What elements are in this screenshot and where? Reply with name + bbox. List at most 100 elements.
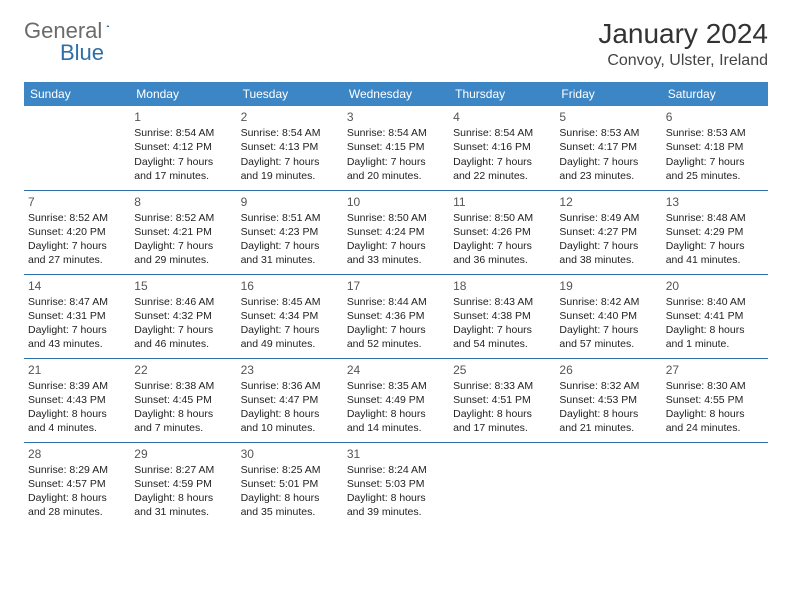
sunrise-line: Sunrise: 8:42 AM (559, 295, 657, 309)
daylight-line: Daylight: 8 hours and 35 minutes. (241, 491, 339, 519)
sunrise-line: Sunrise: 8:49 AM (559, 211, 657, 225)
day-number: 5 (559, 109, 657, 125)
sunrise-line: Sunrise: 8:50 AM (347, 211, 445, 225)
calendar-day-cell: 11Sunrise: 8:50 AMSunset: 4:26 PMDayligh… (449, 190, 555, 274)
sunset-line: Sunset: 5:03 PM (347, 477, 445, 491)
day-number: 26 (559, 362, 657, 378)
sunset-line: Sunset: 4:18 PM (666, 140, 764, 154)
location-text: Convoy, Ulster, Ireland (598, 52, 768, 70)
logo: General Blue (24, 18, 130, 44)
day-number: 16 (241, 278, 339, 294)
sunset-line: Sunset: 4:17 PM (559, 140, 657, 154)
calendar-week-row: 1Sunrise: 8:54 AMSunset: 4:12 PMDaylight… (24, 106, 768, 190)
sunset-line: Sunset: 4:45 PM (134, 393, 232, 407)
day-number: 2 (241, 109, 339, 125)
sunset-line: Sunset: 4:21 PM (134, 225, 232, 239)
sunrise-line: Sunrise: 8:54 AM (347, 126, 445, 140)
calendar-day-cell (24, 106, 130, 190)
day-number: 23 (241, 362, 339, 378)
sunset-line: Sunset: 4:40 PM (559, 309, 657, 323)
calendar-day-cell: 27Sunrise: 8:30 AMSunset: 4:55 PMDayligh… (662, 358, 768, 442)
sunrise-line: Sunrise: 8:27 AM (134, 463, 232, 477)
day-number: 27 (666, 362, 764, 378)
calendar-day-cell: 18Sunrise: 8:43 AMSunset: 4:38 PMDayligh… (449, 274, 555, 358)
day-number: 18 (453, 278, 551, 294)
sunrise-line: Sunrise: 8:54 AM (241, 126, 339, 140)
daylight-line: Daylight: 7 hours and 19 minutes. (241, 155, 339, 183)
calendar-day-cell: 3Sunrise: 8:54 AMSunset: 4:15 PMDaylight… (343, 106, 449, 190)
sunset-line: Sunset: 4:53 PM (559, 393, 657, 407)
sunrise-line: Sunrise: 8:44 AM (347, 295, 445, 309)
day-number: 10 (347, 194, 445, 210)
calendar-day-cell: 14Sunrise: 8:47 AMSunset: 4:31 PMDayligh… (24, 274, 130, 358)
day-number: 11 (453, 194, 551, 210)
calendar-week-row: 21Sunrise: 8:39 AMSunset: 4:43 PMDayligh… (24, 358, 768, 442)
calendar-day-cell: 16Sunrise: 8:45 AMSunset: 4:34 PMDayligh… (237, 274, 343, 358)
calendar-day-cell: 25Sunrise: 8:33 AMSunset: 4:51 PMDayligh… (449, 358, 555, 442)
sunrise-line: Sunrise: 8:24 AM (347, 463, 445, 477)
calendar-day-cell: 5Sunrise: 8:53 AMSunset: 4:17 PMDaylight… (555, 106, 661, 190)
sunset-line: Sunset: 4:24 PM (347, 225, 445, 239)
calendar-day-cell: 7Sunrise: 8:52 AMSunset: 4:20 PMDaylight… (24, 190, 130, 274)
daylight-line: Daylight: 8 hours and 21 minutes. (559, 407, 657, 435)
daylight-line: Daylight: 7 hours and 52 minutes. (347, 323, 445, 351)
daylight-line: Daylight: 8 hours and 1 minute. (666, 323, 764, 351)
daylight-line: Daylight: 7 hours and 43 minutes. (28, 323, 126, 351)
daylight-line: Daylight: 8 hours and 7 minutes. (134, 407, 232, 435)
sunrise-line: Sunrise: 8:32 AM (559, 379, 657, 393)
day-number: 12 (559, 194, 657, 210)
sunset-line: Sunset: 4:29 PM (666, 225, 764, 239)
daylight-line: Daylight: 8 hours and 17 minutes. (453, 407, 551, 435)
day-number: 9 (241, 194, 339, 210)
weekday-header: Monday (130, 82, 236, 106)
calendar-day-cell: 28Sunrise: 8:29 AMSunset: 4:57 PMDayligh… (24, 442, 130, 526)
day-number: 15 (134, 278, 232, 294)
sunrise-line: Sunrise: 8:52 AM (134, 211, 232, 225)
sunrise-line: Sunrise: 8:52 AM (28, 211, 126, 225)
weekday-header-row: Sunday Monday Tuesday Wednesday Thursday… (24, 82, 768, 106)
sunrise-line: Sunrise: 8:36 AM (241, 379, 339, 393)
daylight-line: Daylight: 7 hours and 33 minutes. (347, 239, 445, 267)
logo-sail-icon (106, 18, 110, 34)
daylight-line: Daylight: 7 hours and 41 minutes. (666, 239, 764, 267)
daylight-line: Daylight: 7 hours and 22 minutes. (453, 155, 551, 183)
weekday-header: Sunday (24, 82, 130, 106)
daylight-line: Daylight: 7 hours and 46 minutes. (134, 323, 232, 351)
sunrise-line: Sunrise: 8:35 AM (347, 379, 445, 393)
daylight-line: Daylight: 8 hours and 31 minutes. (134, 491, 232, 519)
weekday-header: Thursday (449, 82, 555, 106)
calendar-body: 1Sunrise: 8:54 AMSunset: 4:12 PMDaylight… (24, 106, 768, 526)
calendar-table: Sunday Monday Tuesday Wednesday Thursday… (24, 82, 768, 526)
calendar-day-cell: 30Sunrise: 8:25 AMSunset: 5:01 PMDayligh… (237, 442, 343, 526)
header: General Blue January 2024 Convoy, Ulster… (24, 18, 768, 70)
sunrise-line: Sunrise: 8:50 AM (453, 211, 551, 225)
weekday-header: Friday (555, 82, 661, 106)
sunset-line: Sunset: 4:38 PM (453, 309, 551, 323)
daylight-line: Daylight: 7 hours and 23 minutes. (559, 155, 657, 183)
sunset-line: Sunset: 4:15 PM (347, 140, 445, 154)
daylight-line: Daylight: 7 hours and 38 minutes. (559, 239, 657, 267)
day-number: 13 (666, 194, 764, 210)
sunrise-line: Sunrise: 8:53 AM (559, 126, 657, 140)
day-number: 14 (28, 278, 126, 294)
sunrise-line: Sunrise: 8:48 AM (666, 211, 764, 225)
daylight-line: Daylight: 8 hours and 4 minutes. (28, 407, 126, 435)
day-number: 6 (666, 109, 764, 125)
calendar-week-row: 28Sunrise: 8:29 AMSunset: 4:57 PMDayligh… (24, 442, 768, 526)
calendar-day-cell: 12Sunrise: 8:49 AMSunset: 4:27 PMDayligh… (555, 190, 661, 274)
sunset-line: Sunset: 4:13 PM (241, 140, 339, 154)
title-block: January 2024 Convoy, Ulster, Ireland (598, 18, 768, 70)
day-number: 4 (453, 109, 551, 125)
page-title: January 2024 (598, 18, 768, 50)
day-number: 17 (347, 278, 445, 294)
calendar-day-cell: 17Sunrise: 8:44 AMSunset: 4:36 PMDayligh… (343, 274, 449, 358)
day-number: 21 (28, 362, 126, 378)
calendar-day-cell (662, 442, 768, 526)
daylight-line: Daylight: 8 hours and 39 minutes. (347, 491, 445, 519)
sunset-line: Sunset: 4:36 PM (347, 309, 445, 323)
logo-text-blue: Blue (60, 40, 104, 66)
daylight-line: Daylight: 7 hours and 36 minutes. (453, 239, 551, 267)
sunrise-line: Sunrise: 8:29 AM (28, 463, 126, 477)
sunset-line: Sunset: 4:26 PM (453, 225, 551, 239)
sunrise-line: Sunrise: 8:43 AM (453, 295, 551, 309)
